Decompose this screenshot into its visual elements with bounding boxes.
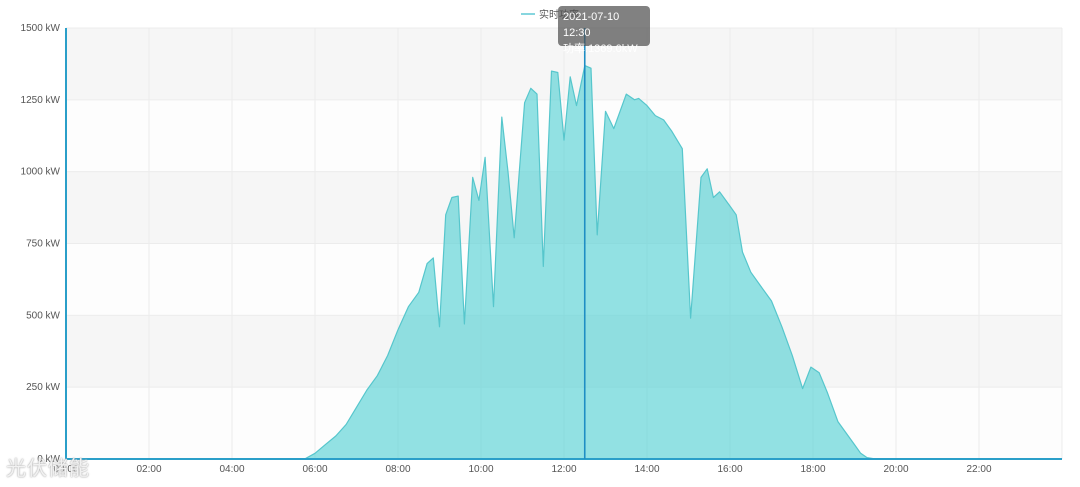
tooltip-label: 功率: [563, 43, 589, 55]
x-tick-label: 18:00 [800, 464, 825, 475]
x-tick-label: 02:00 [136, 464, 161, 475]
x-tick-label: 10:00 [468, 464, 493, 475]
x-axis-labels: 00:00 02:00 04:00 06:00 08:00 10:00 12:00 14:00… [53, 464, 991, 475]
tooltip-value: 1369.0kW [588, 43, 638, 55]
y-tick-label: 750 kW [26, 239, 60, 250]
x-tick-label: 08:00 [385, 464, 410, 475]
x-tick-label: 04:00 [219, 464, 244, 475]
tooltip-title: 2021-07-10 12:30 [563, 11, 620, 39]
y-tick-label: 1000 kW [21, 167, 61, 178]
x-tick-label: 14:00 [634, 464, 659, 475]
y-tick-label: 250 kW [26, 382, 60, 393]
x-tick-label: 12:00 [551, 464, 576, 475]
y-tick-label: 500 kW [26, 310, 60, 321]
x-tick-label: 22:00 [966, 464, 991, 475]
y-axis-labels: 0 kW 250 kW 500 kW 750 kW 1000 kW 1250 kW 1500… [21, 23, 61, 465]
y-tick-label: 1250 kW [21, 95, 61, 106]
y-tick-label: 0 kW [37, 454, 60, 465]
x-tick-label: 06:00 [302, 464, 327, 475]
tooltip: 2021-07-10 12:30 功率:1369.0kW [558, 6, 650, 55]
series-area [66, 65, 1062, 459]
x-tick-label: 20:00 [883, 464, 908, 475]
x-tick-label: 00:00 [53, 464, 78, 475]
tooltip-value-row: 功率:1369.0kW [563, 41, 645, 57]
x-tick-label: 16:00 [717, 464, 742, 475]
watermark: 光伏储能 [6, 456, 90, 480]
y-tick-label: 1500 kW [21, 23, 61, 34]
